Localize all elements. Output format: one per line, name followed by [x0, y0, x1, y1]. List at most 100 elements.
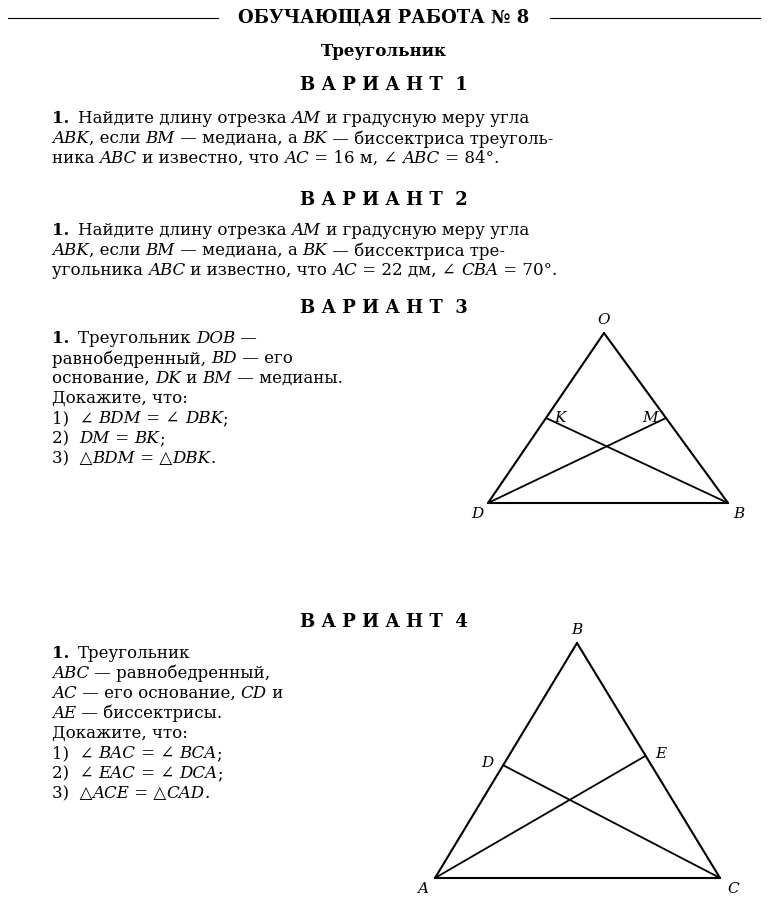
Text: .: . — [204, 785, 210, 802]
Text: — его: — его — [237, 350, 293, 367]
Text: = 70°.: = 70°. — [498, 262, 558, 279]
Text: ника: ника — [52, 150, 100, 167]
Text: = △: = △ — [135, 450, 172, 467]
Text: BM: BM — [202, 370, 231, 387]
Text: — биссектрисы.: — биссектрисы. — [76, 705, 222, 723]
Text: AC: AC — [284, 150, 309, 167]
Text: CD: CD — [240, 685, 266, 702]
Text: DM: DM — [80, 430, 110, 447]
Text: BK: BK — [303, 242, 327, 259]
Text: и: и — [266, 685, 283, 702]
Text: EAC: EAC — [99, 765, 136, 782]
Text: D: D — [471, 507, 483, 521]
Text: ACE: ACE — [92, 785, 129, 802]
Text: Треугольник: Треугольник — [321, 43, 447, 60]
Text: ;: ; — [217, 745, 222, 762]
Text: = 16 м, ∠: = 16 м, ∠ — [309, 150, 402, 167]
Text: CBA: CBA — [461, 262, 498, 279]
Text: B: B — [733, 507, 744, 521]
Text: Треугольник: Треугольник — [78, 645, 190, 662]
Text: и: и — [180, 370, 202, 387]
Text: 1.: 1. — [52, 110, 69, 127]
Text: DK: DK — [155, 370, 180, 387]
Text: DCA: DCA — [179, 765, 217, 782]
Text: BAC: BAC — [99, 745, 136, 762]
Text: ;: ; — [217, 765, 223, 782]
Text: и известно, что: и известно, что — [185, 262, 333, 279]
Text: и градусную меру угла: и градусную меру угла — [321, 222, 529, 239]
Text: DBK: DBK — [185, 410, 223, 427]
Text: AC: AC — [52, 685, 77, 702]
Text: —: — — [235, 330, 257, 347]
Text: ABC: ABC — [52, 665, 89, 682]
Text: Найдите длину отрезка: Найдите длину отрезка — [78, 222, 292, 239]
Text: AM: AM — [292, 110, 321, 127]
Text: C: C — [727, 882, 739, 896]
Text: основание,: основание, — [52, 370, 155, 387]
Text: AC: AC — [333, 262, 357, 279]
Text: ABK: ABK — [52, 242, 88, 259]
Text: 1.: 1. — [52, 645, 69, 662]
Text: 1)  ∠: 1) ∠ — [52, 745, 99, 762]
Text: BDM: BDM — [92, 450, 135, 467]
Text: — медиана, а: — медиана, а — [175, 130, 303, 147]
Text: = ∠: = ∠ — [141, 410, 185, 427]
Text: Докажите, что:: Докажите, что: — [52, 390, 188, 407]
Text: равнобедренный,: равнобедренный, — [52, 350, 211, 367]
Text: 1)  ∠: 1) ∠ — [52, 410, 99, 427]
Text: Докажите, что:: Докажите, что: — [52, 725, 188, 742]
Text: BD: BD — [211, 350, 237, 367]
Text: DOB: DOB — [196, 330, 235, 347]
Text: E: E — [656, 747, 667, 761]
Text: ;: ; — [223, 410, 228, 427]
Text: = ∠: = ∠ — [136, 745, 179, 762]
Text: ОБУЧАЮЩАЯ РАБОТА № 8: ОБУЧАЮЩАЯ РАБОТА № 8 — [238, 9, 530, 27]
Text: =: = — [110, 430, 134, 447]
Text: ABC: ABC — [402, 150, 439, 167]
Text: 1.: 1. — [52, 222, 69, 239]
Text: ABC: ABC — [148, 262, 185, 279]
Text: ABK: ABK — [52, 130, 88, 147]
Text: CAD: CAD — [167, 785, 204, 802]
Text: M: M — [642, 411, 658, 425]
Text: = △: = △ — [129, 785, 167, 802]
Text: = 22 дм, ∠: = 22 дм, ∠ — [357, 262, 461, 279]
Text: 3)  △: 3) △ — [52, 450, 92, 467]
Text: 2)  ∠: 2) ∠ — [52, 765, 99, 782]
Text: — медианы.: — медианы. — [231, 370, 343, 387]
Text: 2): 2) — [52, 430, 80, 447]
Text: K: K — [554, 411, 565, 425]
Text: угольника: угольника — [52, 262, 148, 279]
Text: BK: BK — [303, 130, 327, 147]
Text: ;: ; — [159, 430, 164, 447]
Text: BCA: BCA — [179, 745, 217, 762]
Text: BM: BM — [145, 242, 175, 259]
Text: — биссектриса треуголь-: — биссектриса треуголь- — [327, 130, 554, 147]
Text: B: B — [571, 623, 583, 637]
Text: O: O — [598, 313, 611, 327]
Text: D: D — [481, 757, 493, 770]
Text: — равнобедренный,: — равнобедренный, — [89, 665, 270, 682]
Text: , если: , если — [88, 130, 145, 147]
Text: BDM: BDM — [99, 410, 141, 427]
Text: BM: BM — [145, 130, 175, 147]
Text: = 84°.: = 84°. — [439, 150, 499, 167]
Text: A: A — [417, 882, 428, 896]
Text: — медиана, а: — медиана, а — [175, 242, 303, 259]
Text: Найдите длину отрезка: Найдите длину отрезка — [78, 110, 292, 127]
Text: В А Р И А Н Т  2: В А Р И А Н Т 2 — [300, 191, 468, 209]
Text: В А Р И А Н Т  4: В А Р И А Н Т 4 — [300, 613, 468, 631]
Text: и известно, что: и известно, что — [137, 150, 284, 167]
Text: AE: AE — [52, 705, 76, 722]
Text: = ∠: = ∠ — [136, 765, 179, 782]
Text: .: . — [210, 450, 215, 467]
Text: — биссектриса тре-: — биссектриса тре- — [327, 242, 505, 259]
Text: , если: , если — [88, 242, 145, 259]
Text: Треугольник: Треугольник — [78, 330, 196, 347]
Text: и градусную меру угла: и градусную меру угла — [321, 110, 529, 127]
Text: — его основание,: — его основание, — [77, 685, 240, 702]
Text: В А Р И А Н Т  1: В А Р И А Н Т 1 — [300, 76, 468, 94]
Text: AM: AM — [292, 222, 321, 239]
Text: 3)  △: 3) △ — [52, 785, 92, 802]
Text: ABC: ABC — [100, 150, 137, 167]
